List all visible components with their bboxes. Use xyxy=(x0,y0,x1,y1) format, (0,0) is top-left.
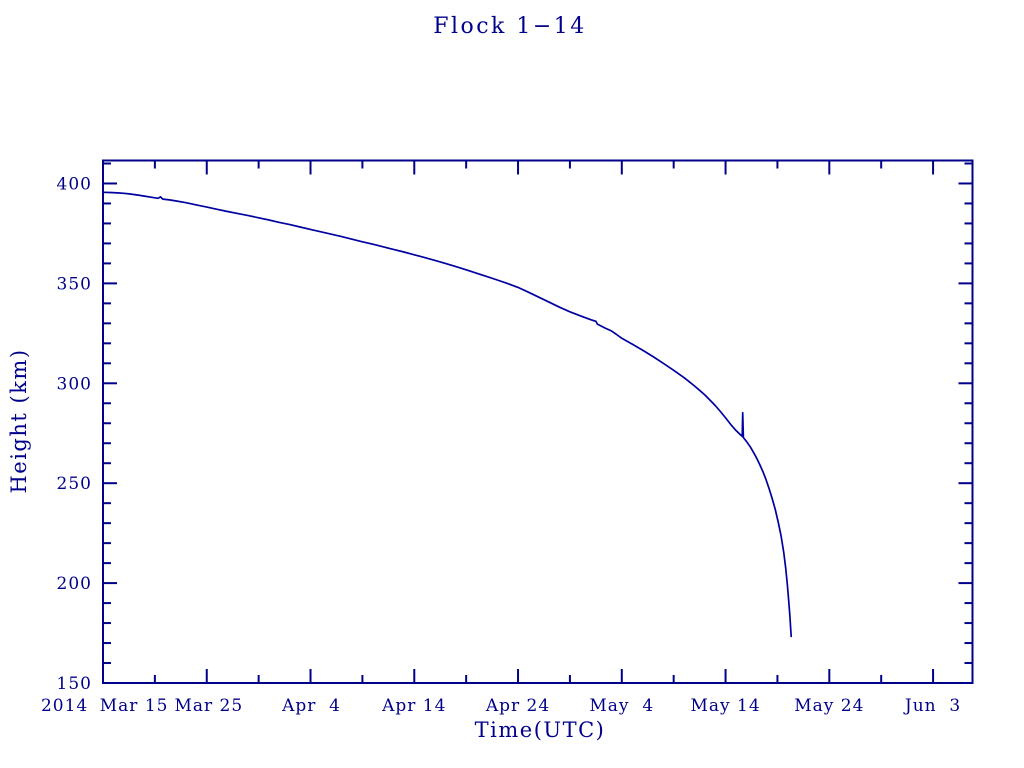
y-tick-label: 300 xyxy=(57,374,92,394)
x-tick-label: Apr 4 xyxy=(281,696,341,716)
x-axis-title: Time(UTC) xyxy=(475,718,606,742)
y-tick-label: 400 xyxy=(57,174,92,194)
y-tick-label: 250 xyxy=(57,474,92,494)
x-tick-label: Jun 3 xyxy=(903,696,961,716)
height-curve-line xyxy=(102,191,793,638)
x-tick-label: May 14 xyxy=(690,696,760,716)
tick-labels: 2014 Mar 15 Mar 25 Apr 4 Apr 14 Apr 24 May 4 Ma… xyxy=(41,174,961,716)
chart-title: Flock 1−14 xyxy=(433,14,587,39)
y-tick-label: 350 xyxy=(57,274,92,294)
x-tick-label: Apr 14 xyxy=(381,696,446,716)
y-axis-title: Height (km) xyxy=(7,348,31,493)
y-tick-label: 150 xyxy=(57,674,92,694)
plot-frame xyxy=(102,159,974,684)
x-tick-label: Apr 24 xyxy=(485,696,550,716)
axes xyxy=(102,159,974,684)
x-tick-label: Mar 25 xyxy=(174,696,243,716)
height-curve xyxy=(102,191,793,638)
x-tick-label: 2014 xyxy=(41,696,88,716)
x-tick-label: May 24 xyxy=(794,696,864,716)
x-tick-label: Mar 15 xyxy=(100,696,169,716)
y-tick-label: 200 xyxy=(57,574,92,594)
x-tick-label: May 4 xyxy=(589,696,654,716)
